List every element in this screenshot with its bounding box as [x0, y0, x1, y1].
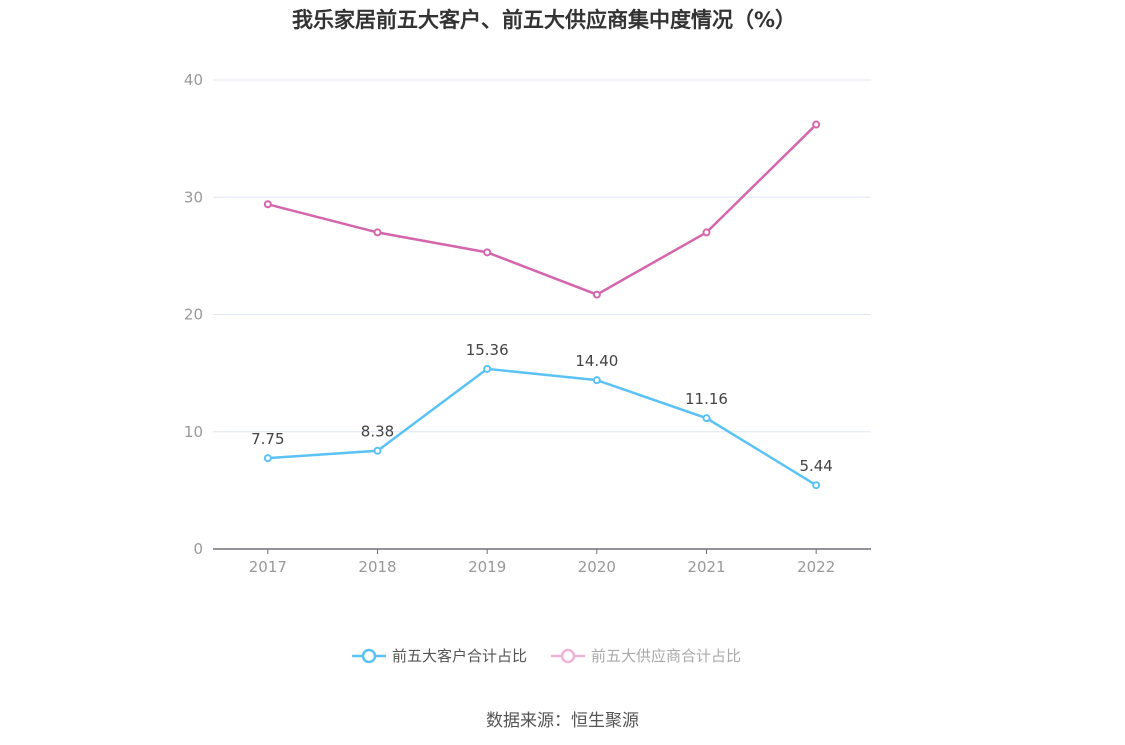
data-point	[592, 376, 601, 385]
data-point	[483, 364, 492, 373]
data-point	[812, 120, 821, 129]
x-tick-label: 2018	[358, 558, 396, 576]
legend-label: 前五大供应商合计占比	[591, 647, 742, 665]
legend-item-suppliers[interactable]: 前五大供应商合计占比	[551, 645, 741, 666]
y-tick-label: 40	[184, 71, 203, 89]
chart-title: 我乐家居前五大客户、前五大供应商集中度情况（%）	[291, 8, 797, 32]
series-line-0	[267, 367, 817, 487]
data-label: 5.44	[799, 457, 832, 475]
data-source: 数据来源：恒生聚源	[486, 711, 639, 731]
x-tick-label: 2021	[687, 558, 725, 576]
data-point	[702, 414, 711, 423]
x-tick-label: 2019	[468, 558, 506, 576]
legend-marker-icon	[352, 648, 386, 663]
data-label: 11.16	[685, 390, 728, 408]
x-tick-label: 2022	[797, 558, 835, 576]
legend-item-customers[interactable]: 前五大客户合计占比	[352, 645, 527, 666]
y-tick-label: 30	[184, 188, 203, 206]
data-point	[483, 248, 492, 257]
y-tick-label: 0	[193, 540, 203, 558]
data-point	[592, 290, 601, 299]
legend-label: 前五大客户合计占比	[392, 647, 528, 665]
data-point	[373, 228, 382, 237]
data-point	[812, 481, 821, 490]
x-tick-label: 2017	[249, 558, 287, 576]
data-label: 14.40	[575, 352, 618, 370]
data-point	[373, 446, 382, 455]
data-label: 8.38	[361, 423, 394, 441]
series-line-1	[267, 123, 818, 296]
data-label: 15.36	[466, 341, 509, 359]
y-tick-label: 20	[184, 306, 203, 324]
legend-marker-icon	[551, 648, 585, 663]
data-label: 7.75	[251, 430, 284, 448]
y-tick-label: 10	[184, 423, 203, 441]
data-point	[702, 228, 711, 237]
x-tick-label: 2020	[578, 558, 616, 576]
data-point	[263, 200, 272, 209]
data-point	[263, 454, 272, 463]
line-chart: 0 10 20 30 40 2017 2018 2019 2020 2021 2022 7.75 8.3…	[184, 71, 871, 576]
